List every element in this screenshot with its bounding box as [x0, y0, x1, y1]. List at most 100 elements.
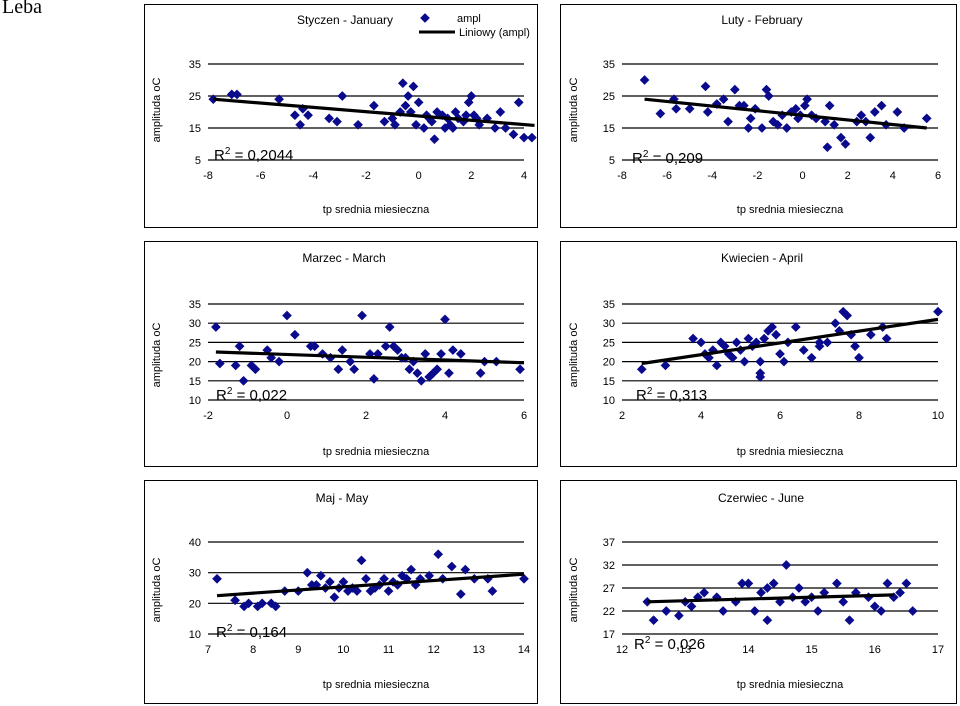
data-point: [234, 341, 245, 352]
data-point: [743, 123, 754, 133]
data-point: [446, 561, 457, 572]
data-point: [332, 116, 342, 127]
x-tick-label: 9: [295, 644, 301, 656]
x-tick-label: 14: [518, 644, 530, 656]
y-axis-label: amplituda oC: [568, 78, 580, 143]
data-point: [250, 364, 261, 375]
y-tick-label: 17: [603, 629, 615, 641]
data-point: [432, 364, 443, 375]
y-axis-label: amplituda oC: [568, 558, 580, 623]
data-point: [210, 322, 221, 332]
y-axis-label: amplituda oC: [151, 323, 163, 388]
data-point: [406, 564, 417, 575]
x-tick-label: -4: [308, 170, 318, 182]
data-point: [426, 116, 437, 127]
chart-panel-april: [560, 241, 957, 467]
data-point: [526, 132, 537, 143]
data-point: [772, 119, 783, 130]
x-axis-label: tp srednia miesieczna: [323, 446, 430, 458]
data-point: [230, 360, 241, 371]
data-point: [443, 368, 454, 379]
data-point: [655, 108, 666, 119]
data-point: [266, 598, 277, 609]
data-point: [814, 337, 825, 348]
data-point: [822, 142, 833, 153]
data-point: [455, 348, 466, 359]
data-point: [400, 100, 411, 111]
data-point: [380, 341, 391, 352]
y-tick-label: 15: [603, 376, 615, 388]
x-tick-label: 8: [856, 410, 862, 422]
data-point: [876, 100, 887, 111]
data-point: [475, 368, 486, 379]
data-point: [212, 573, 222, 584]
y-tick-label: 27: [603, 583, 615, 595]
y-tick-label: 25: [603, 337, 615, 349]
x-tick-label: -2: [203, 410, 213, 422]
data-point: [487, 586, 498, 597]
data-point: [700, 81, 711, 92]
data-point: [429, 134, 440, 145]
data-point: [718, 94, 729, 105]
data-point: [420, 348, 431, 359]
data-point: [295, 119, 306, 130]
trend-line: [216, 572, 525, 598]
data-point: [799, 100, 810, 111]
trend-line: [644, 97, 927, 130]
x-tick-label: 4: [890, 170, 896, 182]
data-point: [324, 113, 335, 124]
data-point: [895, 587, 906, 598]
data-point: [756, 123, 767, 133]
data-point: [397, 570, 408, 581]
data-point: [447, 123, 458, 133]
data-point: [865, 132, 876, 143]
data-point: [844, 615, 855, 626]
x-tick-label: 4: [521, 170, 527, 182]
data-point: [921, 113, 932, 124]
data-point: [743, 578, 754, 589]
data-point: [749, 606, 760, 616]
x-tick-label: 11: [383, 644, 394, 656]
x-tick-label: 0: [800, 170, 806, 182]
chart-title-may: Maj - May: [316, 491, 369, 505]
data-point: [882, 578, 893, 589]
data-point: [806, 352, 817, 363]
data-point: [333, 364, 344, 375]
data-point: [759, 333, 770, 344]
data-point: [368, 100, 379, 111]
x-tick-label: 6: [935, 170, 941, 182]
data-point: [636, 364, 647, 375]
data-point: [309, 341, 320, 352]
data-point: [455, 589, 466, 600]
y-tick-label: 25: [189, 337, 201, 349]
chart-title-january: Styczen - January: [297, 13, 393, 27]
data-point: [703, 352, 714, 363]
x-tick-label: 13: [679, 644, 691, 656]
data-point: [337, 345, 348, 356]
legend-marker-label: ampl: [457, 13, 481, 25]
chart-panel-february: [560, 4, 957, 228]
y-tick-label: 22: [603, 606, 615, 618]
data-point: [865, 329, 876, 340]
data-point: [781, 123, 792, 133]
data-point: [361, 573, 371, 584]
data-point: [762, 615, 773, 626]
data-point: [345, 356, 356, 367]
data-point: [835, 132, 846, 143]
y-tick-label: 10: [189, 629, 201, 641]
data-point: [842, 310, 853, 321]
y-tick-label: 25: [189, 91, 201, 103]
x-axis-label: tp srednia miesieczna: [323, 679, 430, 691]
data-point: [702, 107, 713, 117]
data-point: [907, 606, 918, 616]
y-axis-label: amplituda oC: [151, 78, 163, 143]
x-axis-label: tp srednia miesieczna: [737, 679, 844, 691]
x-tick-label: -8: [617, 170, 627, 182]
x-tick-label: 6: [521, 410, 527, 422]
data-point: [495, 107, 506, 117]
y-tick-label: 15: [603, 123, 615, 135]
data-point: [418, 123, 429, 133]
data-point: [274, 356, 285, 367]
data-point: [812, 606, 823, 616]
data-point: [794, 583, 804, 593]
